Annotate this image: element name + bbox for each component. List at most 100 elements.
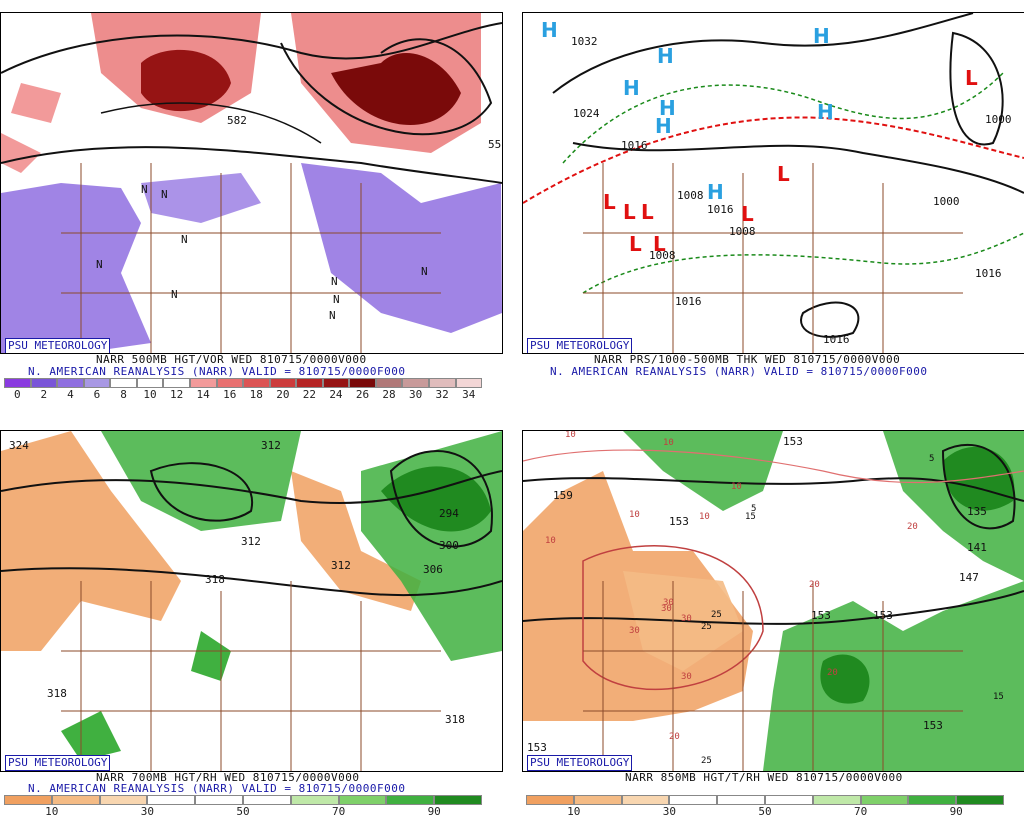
colorbar-ticks: 0 2 4 6 8 10 12 14 16 18 20 22 24 26 28 30 32 34 <box>4 388 482 402</box>
colorbar-swatch <box>434 795 482 805</box>
temperature-label: 25 <box>701 622 712 632</box>
colorbar-tick-label: 30 <box>408 388 423 401</box>
low-pressure-marker: L <box>777 162 790 186</box>
colorbar-tick-label: 70 <box>853 805 868 818</box>
temperature-label: 10 <box>699 512 710 522</box>
colorbar-ticks: 10 30 50 70 90 <box>526 805 1004 819</box>
colorbar-swatch <box>669 795 718 805</box>
temperature-label: 20 <box>809 580 820 590</box>
isobar-label: 1024 <box>573 107 600 120</box>
colorbar-swatch <box>243 378 270 388</box>
contour-label: 318 <box>205 573 225 586</box>
contour-label: 135 <box>967 505 987 518</box>
isobar-label: 1016 <box>621 139 648 152</box>
high-pressure-marker: H <box>813 24 830 48</box>
colorbar-tick-label: 12 <box>169 388 184 401</box>
contour-label: 159 <box>553 489 573 502</box>
temperature-label: 15 <box>745 512 756 522</box>
vorticity-marker: N <box>421 265 428 278</box>
isobar-label: 1008 <box>677 189 704 202</box>
high-pressure-marker: H <box>659 96 676 120</box>
contour-label: 312 <box>331 559 351 572</box>
low-pressure-marker: L <box>623 200 636 224</box>
vorticity-marker: N <box>141 183 148 196</box>
colorbar-tick-label: 30 <box>662 805 677 818</box>
colorbar-swatch <box>717 795 765 805</box>
contour-label: 306 <box>423 563 443 576</box>
colorbar-tick-label: 14 <box>196 388 210 401</box>
map-850mb: 159 153 153 153 153 147 141 135 153 153 … <box>523 431 1024 771</box>
colorbar-swatch <box>99 795 148 805</box>
contour-label: 147 <box>959 571 979 584</box>
temperature-label: 20 <box>827 668 838 678</box>
temperature-label: 10 <box>663 438 674 448</box>
isobar-label: 1016 <box>675 295 702 308</box>
panel-pressure-thickness: 1032 1024 1016 1008 1016 1008 1008 1000 … <box>522 12 1024 354</box>
vorticity-marker: N <box>96 258 103 271</box>
isobar-label: 1016 <box>707 203 734 216</box>
temperature-label: 30 <box>681 614 692 624</box>
vorticity-marker: N <box>329 309 336 322</box>
temperature-label: 20 <box>907 522 918 532</box>
panel-500mb-vorticity: 582 558 N N N N N N N N N PSU METEOROLOG… <box>0 12 503 354</box>
colorbar-swatch <box>163 378 190 388</box>
temperature-label: 5 <box>751 504 756 514</box>
colorbar-swatch <box>386 795 435 805</box>
psu-meteorology-badge: PSU METEOROLOGY <box>5 338 111 353</box>
low-pressure-marker: L <box>965 66 978 90</box>
caption-line2: N. AMERICAN REANALYSIS (NARR) VALID = 81… <box>28 782 406 795</box>
colorbar-swatch <box>455 378 483 388</box>
caption-line1: NARR 850MB HGT/T/RH WED 810715/0000V000 <box>625 771 903 784</box>
isobar-label: 1008 <box>729 225 756 238</box>
temperature-label: 25 <box>711 610 722 620</box>
contour-label: 324 <box>9 439 29 452</box>
caption-line1: NARR 500MB HGT/VOR WED 810715/0000V000 <box>96 353 367 366</box>
contour-label: 558 <box>488 138 502 151</box>
colorbar-tick-label: 0 <box>13 388 21 401</box>
map-500mb: 582 558 N N N N N N N N N <box>1 13 502 353</box>
temperature-label: 30 <box>661 604 672 614</box>
colorbar-swatch <box>242 795 291 805</box>
high-pressure-marker: H <box>657 44 674 68</box>
colorbar-tick-label: 8 <box>120 388 127 401</box>
caption-line2: N. AMERICAN REANALYSIS (NARR) VALID = 81… <box>28 365 406 378</box>
temperature-label: 10 <box>545 536 556 546</box>
colorbar-swatch <box>110 378 137 388</box>
temperature-label: 30 <box>663 598 674 608</box>
colorbar-tick-label: 32 <box>435 388 449 401</box>
colorbar-swatch <box>216 378 244 388</box>
temperature-label: 30 <box>629 626 640 636</box>
colorbar-swatch <box>4 378 31 388</box>
contour-label: 582 <box>227 114 247 127</box>
colorbar-swatch <box>429 378 456 388</box>
temperature-label: 10 <box>565 431 576 440</box>
colorbar-vorticity <box>4 378 483 388</box>
high-pressure-marker: H <box>541 18 558 42</box>
colorbar-tick-label: 10 <box>143 388 157 401</box>
low-pressure-marker: L <box>629 232 642 256</box>
low-pressure-marker: L <box>603 190 616 214</box>
colorbar-swatch <box>30 378 58 388</box>
colorbar-tick-label: 18 <box>249 388 263 401</box>
panel-850mb-temp-rh: 159 153 153 153 153 147 141 135 153 153 … <box>522 430 1024 772</box>
colorbar-tick-label: 2 <box>40 388 48 401</box>
panel-700mb-rh: 324 312 312 318 312 306 300 294 318 318 … <box>0 430 503 772</box>
colorbar-tick-label: 10 <box>45 805 59 818</box>
colorbar-swatch <box>375 378 403 388</box>
colorbar-swatch <box>860 795 909 805</box>
colorbar-swatch <box>57 378 84 388</box>
contour-label: 153 <box>873 609 893 622</box>
colorbar-swatch <box>147 795 196 805</box>
contour-label: 318 <box>47 687 67 700</box>
colorbar-swatch <box>764 795 813 805</box>
vorticity-marker: N <box>181 233 188 246</box>
colorbar-tick-label: 16 <box>223 388 237 401</box>
psu-meteorology-badge: PSU METEOROLOGY <box>527 338 633 353</box>
colorbar-swatch <box>908 795 957 805</box>
colorbar-swatch <box>322 378 350 388</box>
contour-label: 153 <box>923 719 943 732</box>
temperature-label: 25 <box>701 756 712 766</box>
contour-label: 294 <box>439 507 459 520</box>
vorticity-marker: N <box>161 188 168 201</box>
vorticity-marker: N <box>171 288 178 301</box>
